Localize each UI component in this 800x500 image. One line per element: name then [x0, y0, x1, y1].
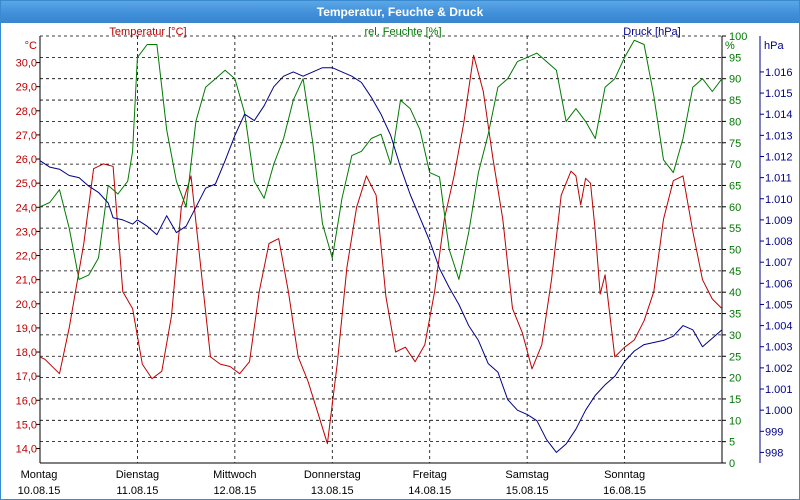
pressure-tick-label: 999: [765, 426, 783, 438]
x-tick-date-label: 13.08.15: [311, 485, 354, 497]
humidity-tick-label: 10: [729, 415, 741, 427]
humidity-tick-label: 35: [729, 309, 741, 321]
x-tick-date-label: 12.08.15: [213, 485, 256, 497]
x-tick-day-label: Mittwoch: [213, 469, 256, 481]
humidity-tick-label: 65: [729, 180, 741, 192]
humidity-tick-label: 15: [729, 394, 741, 406]
temperature-tick-label: 27,0: [16, 130, 37, 142]
temperature-axis-title: Temperatur [°C]: [109, 26, 186, 38]
pressure-tick-label: 1.009: [765, 215, 793, 227]
pressure-axis-title: Druck [hPa]: [623, 26, 680, 38]
humidity-tick-label: 60: [729, 202, 741, 214]
window-title: Temperatur, Feuchte & Druck: [1, 1, 799, 23]
x-tick-date-label: 15.08.15: [506, 485, 549, 497]
x-tick-day-label: Donnerstag: [304, 469, 361, 481]
pressure-series-line: [39, 67, 723, 453]
humidity-tick-label: 100: [729, 31, 747, 43]
humidity-unit-label: %: [725, 40, 735, 52]
pressure-tick-label: 1.004: [765, 321, 793, 333]
pressure-tick-label: 1.014: [765, 109, 793, 121]
temperature-tick-label: 17,0: [16, 371, 37, 383]
pressure-tick-label: 1.016: [765, 67, 793, 79]
pressure-tick-label: 1.001: [765, 384, 793, 396]
x-tick-date-label: 14.08.15: [408, 485, 451, 497]
pressure-tick-label: 1.005: [765, 299, 793, 311]
temperature-tick-label: 18,0: [16, 347, 37, 359]
temperature-tick-label: 19,0: [16, 323, 37, 335]
humidity-tick-label: 20: [729, 373, 741, 385]
x-tick-day-label: Samstag: [505, 469, 548, 481]
pressure-tick-label: 1.008: [765, 236, 793, 248]
humidity-tick-label: 85: [729, 95, 741, 107]
x-tick-date-label: 11.08.15: [116, 485, 158, 497]
temperature-series-line: [39, 54, 723, 445]
pressure-tick-label: 1.002: [765, 363, 793, 375]
temperature-tick-label: 26,0: [16, 154, 37, 166]
x-tick-date-label: 10.08.15: [18, 485, 61, 497]
temperature-tick-label: 25,0: [16, 178, 37, 190]
temperature-tick-label: 29,0: [16, 82, 37, 94]
temperature-tick-label: 14,0: [16, 444, 37, 456]
humidity-tick-label: 30: [729, 330, 741, 342]
x-tick-day-label: Dienstag: [116, 469, 159, 481]
pressure-tick-label: 1.006: [765, 278, 793, 290]
humidity-series-line: [39, 39, 723, 280]
pressure-tick-label: 1.012: [765, 151, 793, 163]
pressure-tick-label: 998: [765, 447, 783, 459]
humidity-tick-label: 25: [729, 351, 741, 363]
pressure-tick-label: 1.011: [765, 173, 792, 185]
temperature-tick-label: 15,0: [16, 419, 37, 431]
humidity-tick-label: 90: [729, 74, 741, 86]
temperature-tick-label: 22,0: [16, 251, 37, 263]
x-tick-day-label: Sonntag: [604, 469, 645, 481]
pressure-tick-label: 1.010: [765, 194, 793, 206]
humidity-tick-label: 95: [729, 52, 741, 64]
humidity-tick-label: 80: [729, 116, 741, 128]
temperature-tick-label: 24,0: [16, 202, 37, 214]
temperature-tick-label: 28,0: [16, 106, 37, 118]
humidity-axis-title: rel. Feuchte [%]: [364, 26, 441, 38]
pressure-tick-label: 1.015: [765, 88, 793, 100]
humidity-tick-label: 0: [729, 458, 735, 470]
humidity-tick-label: 55: [729, 223, 741, 235]
x-tick-day-label: Montag: [21, 469, 58, 481]
humidity-tick-label: 45: [729, 266, 741, 278]
humidity-tick-label: 50: [729, 245, 741, 257]
x-tick-day-label: Freitag: [413, 469, 447, 481]
temperature-tick-label: 16,0: [16, 395, 37, 407]
temperature-tick-label: 30,0: [16, 58, 37, 70]
temperature-unit-label: °C: [25, 40, 37, 52]
pressure-tick-label: 1.007: [765, 257, 793, 269]
pressure-tick-label: 1.003: [765, 342, 793, 354]
humidity-tick-label: 40: [729, 287, 741, 299]
humidity-tick-label: 75: [729, 138, 741, 150]
temperature-tick-label: 20,0: [16, 299, 37, 311]
temperature-tick-label: 23,0: [16, 226, 37, 238]
pressure-unit-label: hPa: [764, 40, 784, 52]
temperature-tick-label: 21,0: [16, 275, 37, 287]
humidity-tick-label: 5: [729, 437, 735, 449]
humidity-tick-label: 70: [729, 159, 741, 171]
pressure-tick-label: 1.000: [765, 405, 793, 417]
x-tick-date-label: 16.08.15: [603, 485, 646, 497]
pressure-tick-label: 1.013: [765, 130, 793, 142]
